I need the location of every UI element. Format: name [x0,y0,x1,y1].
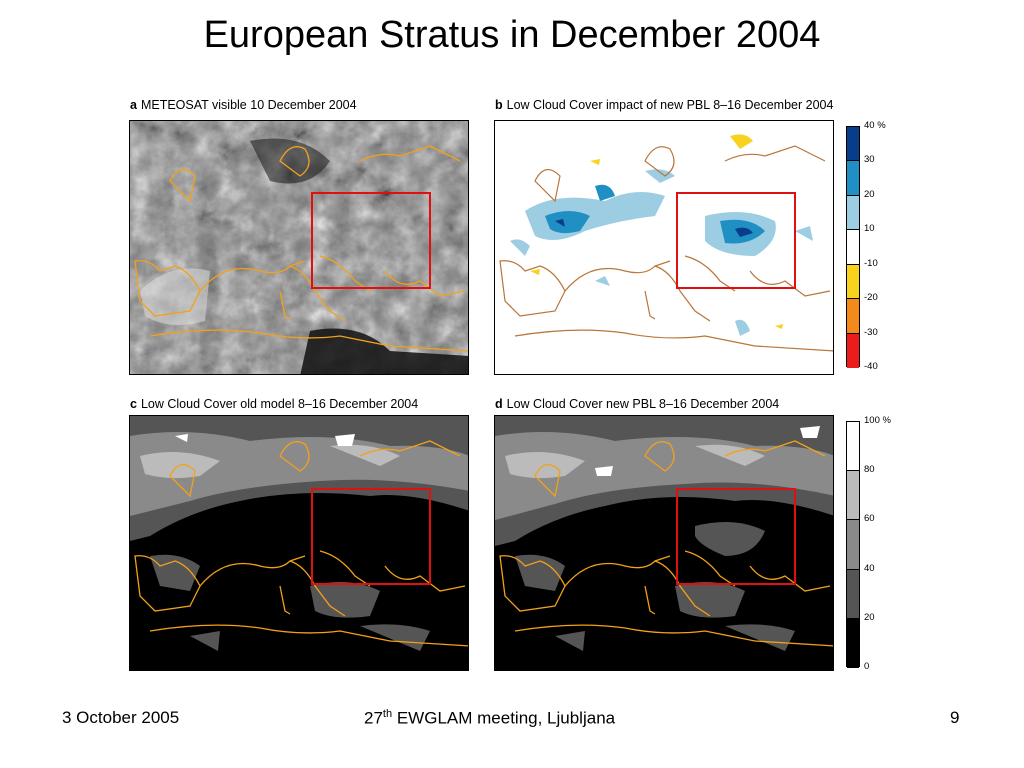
footer-page-number: 9 [950,708,960,727]
footer-meeting-sup: th [382,708,393,720]
colorbar-cover-tick-label: 40 [864,562,875,574]
colorbar-impact-segment [847,264,859,300]
satellite-image [130,121,468,374]
footer-meeting-text: EWGLAM meeting, Ljubljana [392,708,616,728]
panel-d-text: Low Cloud Cover new PBL 8–16 December 20… [506,397,780,411]
panel-a-text: METEOSAT visible 10 December 2004 [140,98,357,112]
colorbar-cover-segment [847,422,859,472]
old-model-map-panel [129,415,469,671]
region-box-c [311,488,431,585]
old-model-map [130,416,468,670]
panel-c-label: c Low Cloud Cover old model 8–16 December… [130,397,418,411]
region-box-a [311,192,431,289]
colorbar-cover-segment [847,471,859,521]
satellite-image-panel [129,120,469,375]
footer-meeting-number: 27 [364,708,383,728]
region-box-b [676,192,796,289]
new-pbl-map-panel [494,415,834,671]
colorbar-impact-segment [847,230,859,265]
colorbar-impact [846,126,860,368]
impact-map-panel [494,120,834,375]
panel-b-text: Low Cloud Cover impact of new PBL 8–16 D… [506,98,834,112]
colorbar-cover-tick-label: 60 [864,513,875,525]
panel-d-label: d Low Cloud Cover new PBL 8–16 December 2… [495,397,779,411]
footer-meeting: 27th EWGLAM meeting, Ljubljana [364,708,615,729]
colorbar-cover-tick-label: 20 [864,611,875,623]
colorbar-impact-segment [847,333,859,368]
panel-b-letter: b [495,98,503,112]
colorbar-impact-tick-label: -10 [864,257,878,269]
region-box-d [676,488,796,585]
colorbar-impact-tick-label: -40 [864,361,878,372]
panel-c-letter: c [130,397,137,411]
colorbar-cover-tick-label: 80 [864,464,875,476]
colorbar-impact-segment [847,127,859,162]
colorbar-cover-segment [847,520,859,570]
colorbar-impact-segment [847,299,859,334]
colorbar-impact-tick-label: -20 [864,292,878,304]
impact-map [495,121,833,374]
colorbar-impact-tick-label: 30 [864,154,875,166]
colorbar-cover [846,421,860,668]
colorbar-cover-tick-label: 100 % [864,415,891,426]
new-pbl-map [495,416,833,670]
panel-a-letter: a [130,98,137,112]
panel-c-text: Low Cloud Cover old model 8–16 December … [140,397,419,411]
colorbar-impact-segment [847,195,859,231]
colorbar-impact-segment [847,161,859,196]
colorbar-cover-segment [847,618,859,668]
colorbar-cover-segment [847,569,859,619]
colorbar-impact-tick-label: 20 [864,188,875,200]
colorbar-impact-tick-label: -30 [864,326,878,338]
colorbar-impact-tick-label: 10 [864,223,875,235]
colorbar-cover-tick-label: 0 [864,661,870,672]
panel-b-label: b Low Cloud Cover impact of new PBL 8–16 … [495,98,833,112]
panel-d-letter: d [495,397,503,411]
footer-date: 3 October 2005 [62,708,180,727]
colorbar-impact-tick-label: 40 % [864,120,886,131]
panel-a-label: a METEOSAT visible 10 December 2004 [130,98,357,112]
slide-title: European Stratus in December 2004 [203,14,821,56]
